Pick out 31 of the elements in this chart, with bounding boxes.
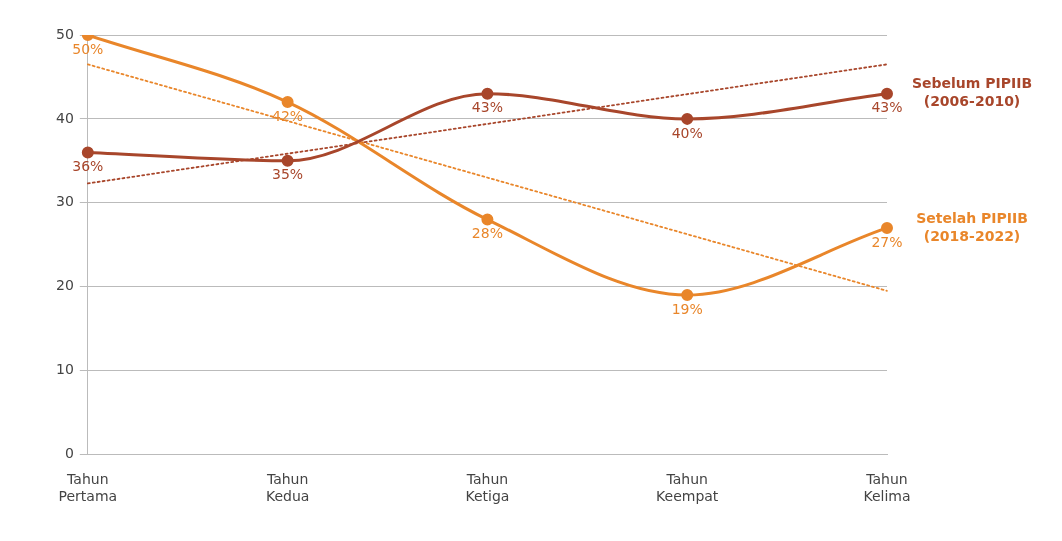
y-tick-label: 10 bbox=[55, 361, 74, 378]
x-tick-label: Tahun Keempat bbox=[656, 471, 719, 505]
point bbox=[881, 87, 893, 100]
data-label: 28% bbox=[471, 225, 503, 242]
data-label: 43% bbox=[871, 99, 903, 116]
data-label: 43% bbox=[471, 99, 503, 116]
data-label: 50% bbox=[72, 40, 104, 57]
y-tick-label: 40 bbox=[55, 109, 74, 126]
data-label: 19% bbox=[671, 300, 703, 317]
y-tick-label: 50 bbox=[55, 25, 74, 42]
point bbox=[681, 112, 694, 125]
point bbox=[881, 221, 893, 234]
point bbox=[281, 96, 294, 109]
data-label: 35% bbox=[272, 166, 304, 183]
y-tick-label: 30 bbox=[55, 193, 74, 210]
data-label: 36% bbox=[72, 158, 104, 175]
x-tick-label: Tahun Kedua bbox=[265, 471, 310, 505]
point bbox=[481, 213, 494, 226]
point bbox=[481, 87, 494, 100]
x-tick-label: Tahun Kelima bbox=[863, 471, 911, 505]
y-tick-label: 0 bbox=[64, 445, 74, 462]
y-tick-label: 20 bbox=[55, 277, 74, 294]
series-label: Sebelum PIPIIB (2006-2010) bbox=[911, 75, 1033, 110]
point bbox=[281, 154, 294, 167]
x-tick-label: Tahun Ketiga bbox=[465, 471, 510, 505]
point bbox=[81, 146, 94, 159]
data-label: 27% bbox=[871, 233, 903, 250]
x-tick-label: Tahun Pertama bbox=[58, 471, 118, 505]
series-label: Setelah PIPIIB (2018-2022) bbox=[916, 209, 1028, 244]
data-label: 40% bbox=[671, 124, 703, 141]
point bbox=[681, 289, 694, 302]
